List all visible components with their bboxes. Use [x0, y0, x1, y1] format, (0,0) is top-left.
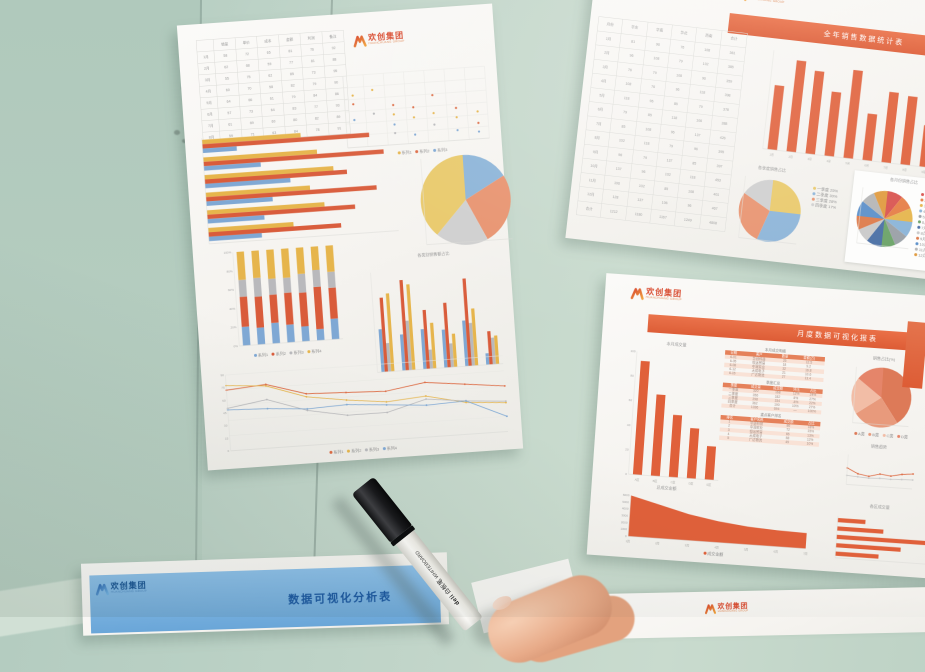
report-title: 全年销售数据统计表 [823, 30, 905, 47]
svg-text:30: 30 [224, 424, 228, 428]
svg-text:E区: E区 [706, 483, 711, 487]
svg-text:3000: 3000 [621, 513, 628, 517]
grouped-column-chart [366, 262, 505, 377]
svg-text:4月: 4月 [826, 159, 831, 163]
svg-text:45: 45 [223, 411, 227, 415]
region-hbar-chart [831, 514, 925, 573]
svg-text:6月: 6月 [864, 163, 869, 167]
month-pie-chart [852, 185, 917, 253]
svg-text:0%: 0% [233, 344, 238, 348]
svg-text:60: 60 [629, 398, 633, 402]
paper-bottom-right-strip: 欢创集团 HUANCHUANG GROUP [549, 584, 925, 641]
hbars-title: 各区成交量 [869, 504, 890, 510]
trend-title: 销售趋势 [870, 444, 888, 450]
svg-text:6000: 6000 [623, 493, 630, 497]
grouped-hbar-chart [198, 123, 401, 248]
svg-text:9月: 9月 [921, 170, 925, 174]
paper-blue-analysis: 欢创集团 HUANCHUANG GROUP 数据可视化分析表 [80, 552, 450, 636]
svg-text:A区: A区 [635, 478, 640, 482]
trend-line-chart [842, 452, 916, 493]
svg-text:3月: 3月 [807, 157, 812, 161]
svg-text:7月: 7月 [883, 165, 888, 169]
pie-caption: 各类别销售额占比 [417, 251, 450, 258]
svg-text:40%: 40% [229, 307, 236, 311]
svg-text:2周: 2周 [655, 541, 660, 545]
monthly-bar-chart: 1月 2月 3月 4月 5月 6月 7月 8月 9月 [758, 48, 925, 175]
svg-text:5月: 5月 [845, 161, 850, 165]
svg-text:20%: 20% [230, 325, 237, 329]
svg-text:15: 15 [225, 436, 229, 440]
svg-text:0: 0 [625, 534, 627, 538]
svg-text:0: 0 [625, 472, 627, 476]
svg-text:5周: 5周 [744, 547, 749, 551]
svg-text:2000: 2000 [621, 520, 628, 524]
svg-text:100: 100 [630, 349, 636, 353]
svg-text:80: 80 [630, 374, 634, 378]
svg-text:0: 0 [227, 449, 229, 453]
blue-banner: 欢创集团 HUANCHUANG GROUP 数据可视化分析表 [89, 564, 441, 634]
report-title: 月度数据可视化报表 [796, 330, 879, 344]
amount-area-chart: 6000 5000 4000 3000 2000 1000 0 1周 2周 3周 4周 5周 6周 7周 [616, 493, 811, 556]
svg-text:4000: 4000 [622, 506, 629, 510]
svg-text:C区: C区 [670, 480, 675, 484]
quarter-pie-chart [734, 173, 805, 248]
svg-text:60: 60 [222, 398, 226, 402]
svg-text:1000: 1000 [620, 527, 627, 531]
svg-text:8月: 8月 [902, 168, 907, 172]
svg-text:2月: 2月 [788, 155, 793, 159]
quarter-pie-legend: 一季度 25% 二季度 30% 三季度 28% 四季度 17% [808, 185, 838, 210]
line-chart: 90 75 60 45 30 15 0 [213, 354, 510, 456]
svg-text:1月: 1月 [769, 152, 774, 156]
svg-text:40: 40 [627, 423, 631, 427]
svg-text:7周: 7周 [803, 552, 808, 556]
svg-text:1周: 1周 [625, 539, 630, 543]
pie-chart [417, 151, 515, 249]
svg-text:4周: 4周 [714, 545, 719, 549]
svg-text:D区: D区 [688, 481, 693, 485]
paper-mid-right-report: 欢创集团 HUANCHUANG GROUP 月度数据可视化报表 本月成交量 100… [586, 273, 925, 585]
data-table: 月份 华东 华南 华北 西南 合计 1月 81 96 76 108 361 2月 96 108 79 102 38… [576, 16, 748, 232]
svg-text:5000: 5000 [622, 500, 629, 504]
svg-text:90: 90 [220, 373, 224, 377]
month-pie-card: 各月份销售占比 1月2月3月4月5月6月7月8月9月10月11月12月 [844, 170, 925, 273]
wall-left-panel [0, 0, 202, 617]
wall-smudge [174, 130, 180, 135]
stacked-bar-chart: 100% 80% 60% 40% 20% 0% [221, 243, 346, 351]
marker-cn-label: 白板笔 [436, 577, 453, 596]
svg-text:80%: 80% [226, 269, 233, 273]
paper-left-dashboard: 销量 单价 成本 金额 利润 备注 1月 58 72 65 81 76 92 2月 62 68 59 77 81 88… [176, 3, 524, 471]
svg-text:60%: 60% [228, 288, 235, 292]
region-bar-chart: 100 80 60 40 20 0 A区 B区 C区 D区 E区 [616, 349, 729, 488]
svg-text:B区: B区 [653, 479, 658, 483]
svg-text:3周: 3周 [685, 543, 690, 547]
sales-pie-legend: A类 B类 C类 D类 [830, 429, 925, 441]
svg-text:100%: 100% [223, 250, 231, 255]
svg-text:20: 20 [625, 447, 629, 451]
svg-text:6周: 6周 [773, 549, 778, 553]
marker-brand: deli [448, 592, 461, 607]
svg-text:75: 75 [221, 386, 225, 390]
